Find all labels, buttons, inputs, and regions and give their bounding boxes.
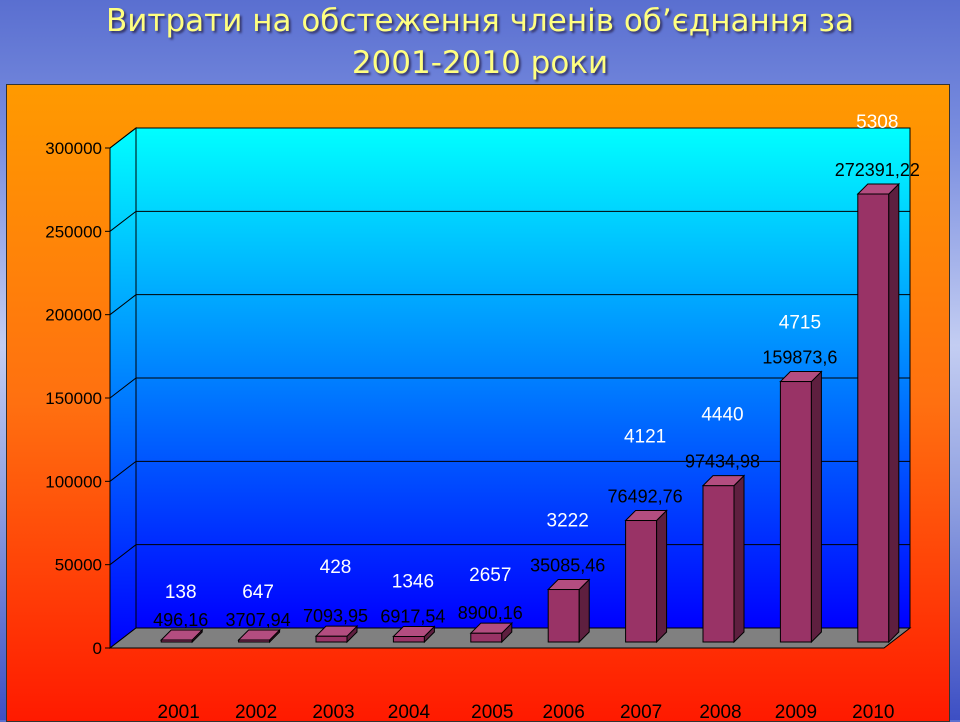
bar-side: [656, 509, 668, 644]
x-tick-label: 2004: [388, 702, 431, 720]
bar-side: [810, 370, 822, 644]
bar: [702, 485, 735, 643]
x-tick-label: 2008: [699, 702, 741, 720]
bar-top: [856, 183, 901, 195]
count-annotation: 5308: [856, 112, 898, 133]
bar: [392, 635, 425, 643]
bar: [470, 632, 503, 643]
bar-top: [159, 629, 204, 641]
bar-top: [314, 625, 359, 637]
count-annotation: 2657: [469, 565, 511, 586]
x-tick-label: 2010: [852, 702, 894, 720]
x-tick-label: 2007: [620, 702, 662, 720]
gridline: [109, 377, 910, 399]
bar: [547, 589, 580, 643]
count-annotation: 138: [165, 582, 197, 603]
x-tick-label: 2001: [158, 702, 200, 720]
gridline: [109, 210, 910, 232]
bar: [779, 381, 812, 643]
bar-top: [624, 510, 668, 522]
data-label: 159873,6: [762, 348, 837, 368]
y-tick-label: 150000: [45, 389, 102, 408]
data-label: 35085,46: [530, 556, 605, 576]
data-label: 8900,16: [458, 603, 523, 623]
data-label: 272391,22: [835, 160, 920, 180]
y-tick-label: 250000: [45, 222, 102, 241]
x-tick-label: 2003: [312, 702, 354, 720]
count-annotation: 428: [320, 557, 352, 578]
count-annotation: 4121: [624, 427, 666, 448]
y-tick-label: 0: [93, 639, 102, 658]
count-annotation: 3222: [547, 511, 589, 532]
data-label: 76492,76: [608, 487, 683, 507]
count-annotation: 4440: [701, 405, 743, 426]
bar-top: [469, 622, 514, 634]
data-label: 7093,95: [303, 606, 368, 626]
bar: [315, 635, 348, 643]
y-tick-label: 300000: [45, 139, 102, 158]
bar-top: [779, 371, 823, 383]
gridline: [109, 460, 910, 482]
gridline: [109, 294, 910, 316]
data-label: 97434,98: [685, 452, 760, 472]
bar-side: [888, 182, 900, 644]
count-annotation: 4715: [779, 313, 821, 334]
y-tick-label: 200000: [45, 306, 102, 325]
data-label: 496,16: [153, 610, 208, 630]
bar-side: [578, 578, 590, 644]
slide-title: Витрати на обстеження членів об’єднання …: [106, 3, 854, 81]
bar: [857, 193, 890, 643]
y-tick-label: 50000: [55, 556, 102, 575]
bar-top: [546, 579, 591, 591]
bar: [625, 520, 658, 643]
count-annotation: 647: [242, 582, 274, 603]
count-annotation: 1346: [392, 571, 434, 592]
gridline: [109, 127, 910, 149]
data-label: 3707,94: [226, 610, 291, 630]
x-tick-label: 2009: [775, 702, 817, 720]
bar-top: [701, 475, 746, 487]
x-tick-label: 2006: [543, 702, 585, 720]
x-tick-label: 2005: [471, 702, 513, 720]
x-tick-label: 2002: [235, 702, 277, 720]
bar-side: [733, 474, 745, 644]
bar-top: [237, 629, 281, 641]
data-label: 6917,54: [380, 606, 445, 626]
y-tick-label: 100000: [45, 472, 102, 491]
bar-top: [392, 625, 436, 637]
